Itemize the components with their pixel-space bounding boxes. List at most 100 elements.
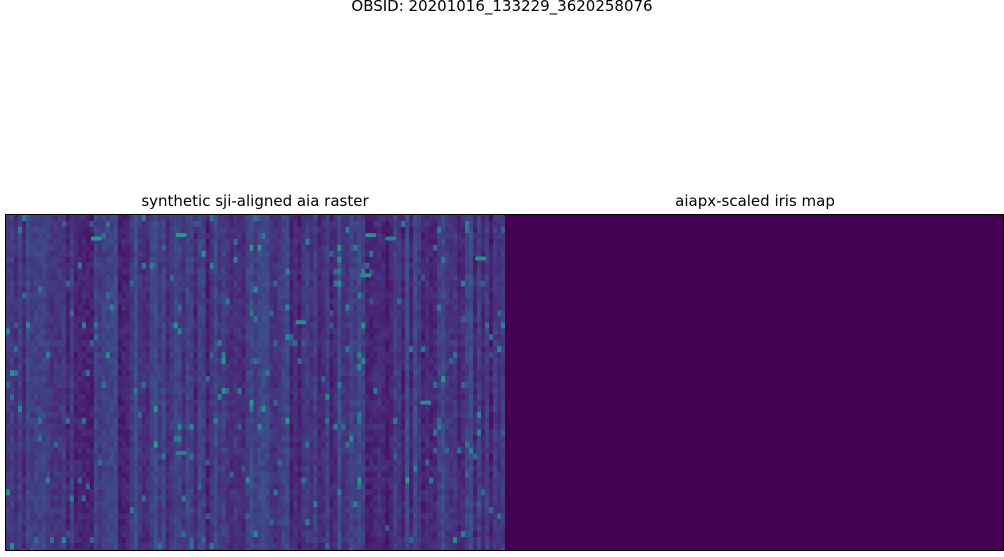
- heatmap-cell: [37, 280, 43, 288]
- heatmap-cell: [77, 376, 83, 383]
- heatmap-cell: [109, 376, 115, 383]
- heatmap-cell: [6, 489, 11, 496]
- heatmap-cell: [173, 238, 179, 246]
- heatmap-cell: [73, 268, 79, 276]
- heatmap-cell: [85, 268, 91, 276]
- heatmap-cell: [89, 376, 95, 383]
- heatmap-cell: [33, 262, 39, 270]
- heatmap-cell: [345, 262, 350, 270]
- heatmap-cell: [341, 459, 346, 467]
- heatmap-cell: [225, 370, 231, 377]
- heatmap-cell: [105, 232, 111, 240]
- heatmap-cell: [337, 346, 342, 353]
- heatmap-cell: [245, 352, 251, 359]
- heatmap-cell: [113, 215, 119, 222]
- heatmap-cell: [273, 316, 278, 323]
- heatmap-cell: [85, 393, 91, 401]
- heatmap-cell: [177, 298, 183, 305]
- heatmap-cell: [109, 346, 115, 353]
- heatmap-cell: [265, 215, 270, 222]
- heatmap-cell: [221, 393, 227, 401]
- heatmap-cell: [293, 220, 298, 228]
- heatmap-cell: [269, 525, 274, 532]
- heatmap-cell: [241, 447, 247, 455]
- heatmap-cell: [29, 358, 35, 365]
- heatmap-cell: [169, 435, 175, 443]
- heatmap-cell: [89, 310, 95, 317]
- heatmap-cell: [9, 411, 15, 419]
- heatmap-cell: [261, 393, 266, 401]
- heatmap-cell: [185, 274, 191, 282]
- heatmap-cell: [341, 262, 346, 270]
- heatmap-cell: [53, 310, 59, 317]
- heatmap-cell: [57, 280, 63, 288]
- heatmap-cell: [309, 322, 314, 329]
- heatmap-cell: [169, 453, 175, 461]
- heatmap-cell: [329, 238, 334, 246]
- heatmap-cell: [89, 232, 95, 240]
- heatmap-cell: [6, 441, 11, 449]
- heatmap-cell: [197, 382, 203, 389]
- heatmap-cell: [341, 220, 346, 228]
- heatmap-cell: [281, 489, 286, 496]
- heatmap-cell: [77, 489, 83, 496]
- heatmap-cell: [193, 549, 199, 550]
- heatmap-cell: [105, 220, 111, 228]
- heatmap-cell: [297, 471, 302, 478]
- heatmap-cell: [157, 417, 163, 425]
- heatmap-cell: [253, 370, 258, 377]
- heatmap-cell: [41, 423, 47, 431]
- heatmap-cell: [213, 262, 219, 270]
- heatmap-cell: [169, 215, 175, 222]
- heatmap-cell: [77, 429, 83, 437]
- heatmap-cell: [129, 543, 135, 550]
- heatmap-cell: [61, 501, 67, 508]
- heatmap-cell: [89, 268, 95, 276]
- heatmap-cell: [325, 471, 330, 478]
- heatmap-cell: [289, 519, 294, 526]
- heatmap-cell: [129, 286, 135, 294]
- heatmap-cell: [53, 376, 59, 383]
- heatmap-cell: [117, 280, 123, 288]
- heatmap-cell: [101, 459, 107, 467]
- heatmap-cell: [325, 232, 330, 240]
- heatmap-cell: [185, 477, 191, 484]
- heatmap-cell: [61, 429, 67, 437]
- heatmap-cell: [169, 393, 175, 401]
- heatmap-cell: [325, 453, 330, 461]
- heatmap-cell: [345, 256, 350, 264]
- heatmap-cell: [161, 495, 167, 502]
- heatmap-cell: [141, 423, 147, 431]
- heatmap-cell: [33, 387, 39, 395]
- heatmap-cell: [121, 519, 127, 526]
- heatmap-cell: [165, 334, 171, 341]
- heatmap-cell: [49, 537, 55, 544]
- heatmap-cell: [109, 483, 115, 490]
- heatmap-cell: [17, 262, 23, 270]
- heatmap-cell: [309, 525, 314, 532]
- heatmap-cell: [241, 364, 247, 371]
- heatmap-cell: [341, 405, 346, 413]
- heatmap-cell: [81, 399, 87, 407]
- heatmap-cell: [225, 477, 231, 484]
- heatmap-cell: [93, 232, 99, 240]
- heatmap-cell: [57, 298, 63, 305]
- heatmap-cell: [129, 507, 135, 514]
- heatmap-cell: [325, 447, 330, 455]
- heatmap-cell: [165, 489, 171, 496]
- heatmap-cell: [185, 495, 191, 502]
- heatmap-cell: [337, 453, 342, 461]
- heatmap-cell: [117, 387, 123, 395]
- heatmap-cell: [265, 549, 270, 550]
- heatmap-cell: [97, 334, 103, 341]
- heatmap-cell: [321, 376, 326, 383]
- heatmap-cell: [293, 304, 298, 311]
- heatmap-cell: [6, 435, 11, 443]
- heatmap-cell: [65, 250, 71, 258]
- heatmap-cell: [325, 501, 330, 508]
- heatmap-cell: [333, 334, 338, 341]
- heatmap-cell: [245, 495, 251, 502]
- heatmap-cell: [49, 322, 55, 329]
- heatmap-cell: [105, 316, 111, 323]
- heatmap-cell: [173, 531, 179, 538]
